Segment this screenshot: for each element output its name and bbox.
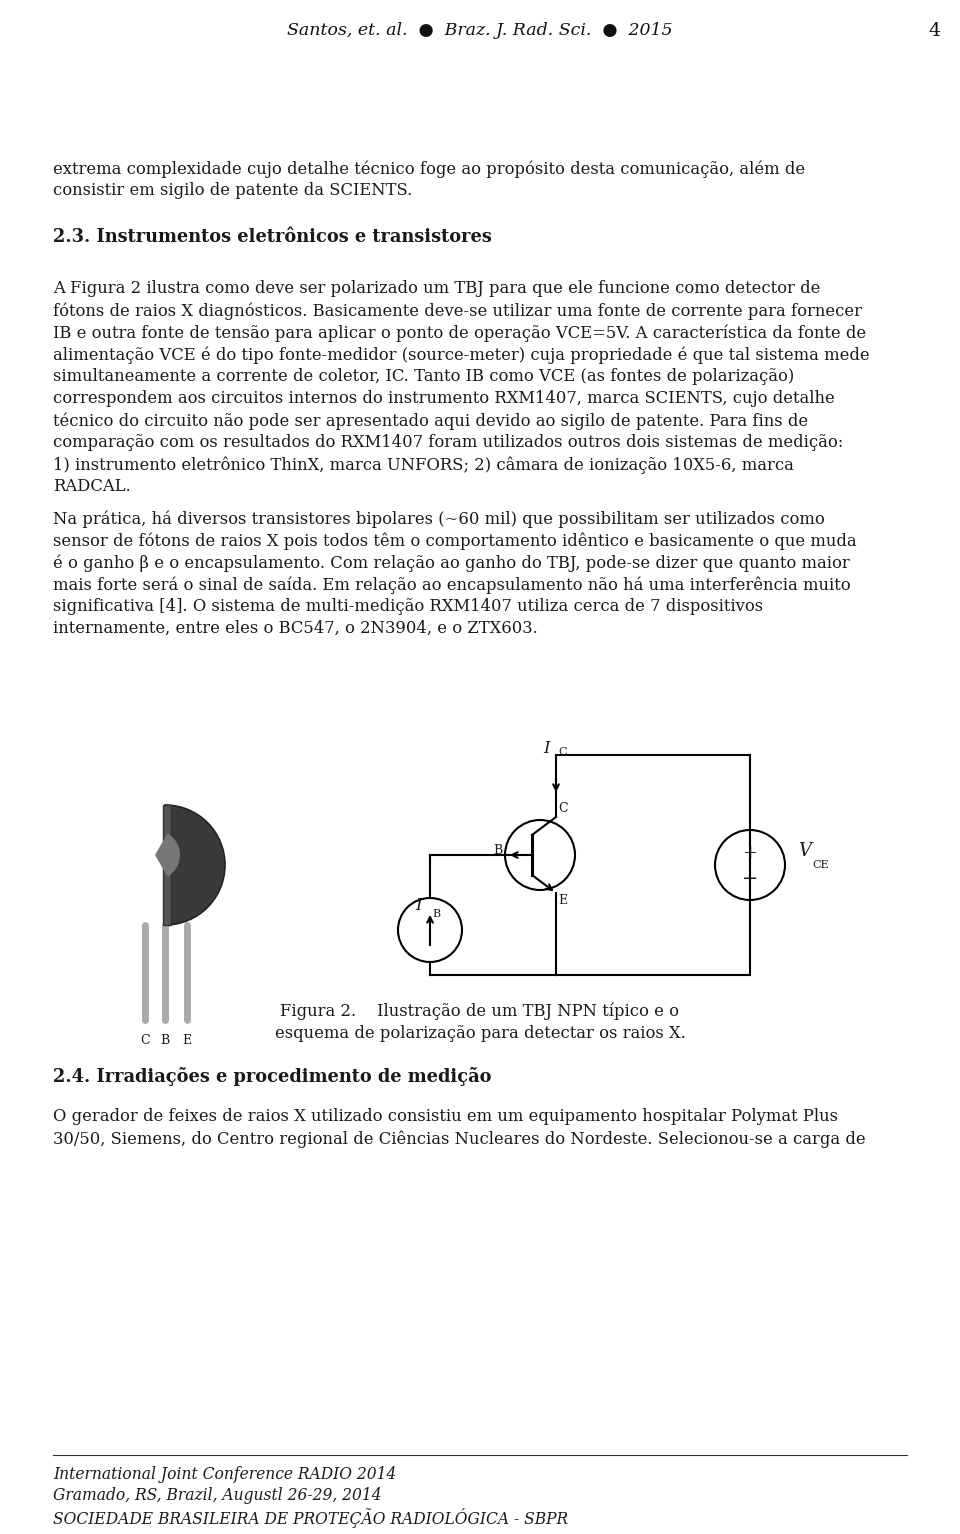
Text: I: I: [416, 897, 422, 914]
Text: A Figura 2 ilustra como deve ser polarizado um TBJ para que ele funcione como de: A Figura 2 ilustra como deve ser polariz…: [53, 281, 821, 298]
Text: 30/50, Siemens, do Centro regional de Ciências Nucleares do Nordeste. Selecionou: 30/50, Siemens, do Centro regional de Ci…: [53, 1131, 866, 1147]
Text: 4: 4: [928, 21, 940, 40]
Text: técnico do circuito não pode ser apresentado aqui devido ao sigilo de patente. P: técnico do circuito não pode ser apresen…: [53, 413, 808, 430]
Text: fótons de raios X diagnósticos. Basicamente deve-se utilizar uma fonte de corren: fótons de raios X diagnósticos. Basicame…: [53, 302, 862, 319]
Text: E: E: [182, 1034, 192, 1048]
Text: I: I: [543, 739, 550, 756]
Text: C: C: [558, 747, 566, 756]
Text: +: +: [742, 844, 757, 862]
Text: internamente, entre eles o BC547, o 2N3904, e o ZTX603.: internamente, entre eles o BC547, o 2N39…: [53, 620, 538, 637]
Text: 2.3. Instrumentos eletrônicos e transistores: 2.3. Instrumentos eletrônicos e transist…: [53, 229, 492, 245]
Text: C: C: [140, 1034, 150, 1048]
Text: sensor de fótons de raios X pois todos têm o comportamento idêntico e basicament: sensor de fótons de raios X pois todos t…: [53, 532, 856, 549]
Text: alimentação VCE é do tipo fonte-medidor (source-meter) cuja propriedade é que ta: alimentação VCE é do tipo fonte-medidor …: [53, 347, 870, 364]
Text: O gerador de feixes de raios X utilizado consistiu em um equipamento hospitalar : O gerador de feixes de raios X utilizado…: [53, 1108, 838, 1124]
Text: V: V: [798, 842, 811, 861]
Wedge shape: [165, 805, 225, 925]
Text: B: B: [160, 1034, 170, 1048]
Wedge shape: [155, 833, 180, 876]
Text: CE: CE: [812, 861, 828, 870]
Text: é o ganho β e o encapsulamento. Com relação ao ganho do TBJ, pode-se dizer que q: é o ganho β e o encapsulamento. Com rela…: [53, 554, 850, 572]
Text: 1) instrumento eletrônico ThinX, marca UNFORS; 2) câmara de ionização 10X5-6, ma: 1) instrumento eletrônico ThinX, marca U…: [53, 456, 794, 474]
Text: SOCIEDADE BRASILEIRA DE PROTEÇÃO RADIOLÓGICA - SBPR: SOCIEDADE BRASILEIRA DE PROTEÇÃO RADIOLÓ…: [53, 1508, 568, 1528]
Text: 2.4. Irradiações e procedimento de medição: 2.4. Irradiações e procedimento de mediç…: [53, 1068, 492, 1086]
Text: −: −: [742, 870, 758, 888]
Text: B: B: [493, 845, 503, 858]
Text: Na prática, há diversos transistores bipolares (~60 mil) que possibilitam ser ut: Na prática, há diversos transistores bip…: [53, 509, 825, 528]
Text: Gramado, RS, Brazil, Augustl 26-29, 2014: Gramado, RS, Brazil, Augustl 26-29, 2014: [53, 1486, 382, 1503]
Text: significativa [4]. O sistema de multi-medição RXM1407 utiliza cerca de 7 disposi: significativa [4]. O sistema de multi-me…: [53, 598, 763, 615]
Text: mais forte será o sinal de saída. Em relação ao encapsulamento não há uma interf: mais forte será o sinal de saída. Em rel…: [53, 575, 851, 594]
Text: simultaneamente a corrente de coletor, IC. Tanto IB como VCE (as fontes de polar: simultaneamente a corrente de coletor, I…: [53, 368, 794, 385]
Text: C: C: [558, 802, 567, 816]
Text: extrema complexidade cujo detalhe técnico foge ao propósito desta comunicação, a: extrema complexidade cujo detalhe técnic…: [53, 160, 805, 178]
Text: correspondem aos circuitos internos do instrumento RXM1407, marca SCIENTS, cujo : correspondem aos circuitos internos do i…: [53, 390, 835, 407]
Text: esquema de polarização para detectar os raios X.: esquema de polarização para detectar os …: [275, 1025, 685, 1042]
Text: B: B: [432, 910, 440, 919]
Text: Figura 2.    Ilustração de um TBJ NPN típico e o: Figura 2. Ilustração de um TBJ NPN típic…: [280, 1003, 680, 1020]
Text: RADCAL.: RADCAL.: [53, 479, 131, 495]
Bar: [163, 805, 171, 925]
Text: International Joint Conference RADIO 2014: International Joint Conference RADIO 201…: [53, 1467, 396, 1483]
Text: E: E: [558, 894, 567, 908]
Text: consistir em sigilo de patente da SCIENTS.: consistir em sigilo de patente da SCIENT…: [53, 183, 412, 199]
Text: comparação com os resultados do RXM1407 foram utilizados outros dois sistemas de: comparação com os resultados do RXM1407 …: [53, 434, 844, 451]
Text: Santos, et. al.  ●  Braz. J. Rad. Sci.  ●  2015: Santos, et. al. ● Braz. J. Rad. Sci. ● 2…: [287, 21, 673, 38]
Text: IB e outra fonte de tensão para aplicar o ponto de operação VCE=5V. A caracterís: IB e outra fonte de tensão para aplicar …: [53, 324, 866, 342]
